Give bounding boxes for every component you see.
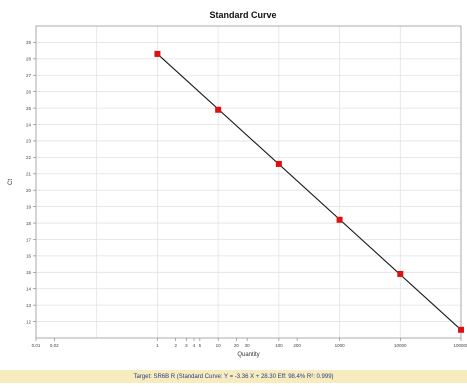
x-tick-label: 30 [245,343,251,348]
x-tick-label: 0.01 [32,343,41,348]
x-tick-label: 1000 [335,343,346,348]
x-tick-label: 0.02 [50,343,59,348]
x-tick-label: 2 [174,343,177,348]
y-axis-ticks: 12 13 14 15 16 17 18 19 20 21 22 23 24 25 26 27 28 29 [26,40,36,324]
y-tick-label: 28 [26,57,32,62]
x-axis-ticks: 0.01 0.02 1 2 345 10 20 30 100 200 1000 10000 100000 [32,338,467,348]
plot-area-frame [35,25,462,339]
data-point [336,216,343,223]
regression-summary-text: Target: SR6B R (Standard Curve: Y = -3.3… [133,373,334,380]
y-tick-label: 14 [26,287,32,292]
y-tick-label: 22 [26,155,32,160]
data-point [154,50,161,57]
y-tick-label: 26 [26,89,32,94]
x-tick-label: 100 [275,343,283,348]
y-tick-label: 15 [26,270,32,275]
x-tick-label: 3 [185,343,188,348]
y-tick-label: 18 [26,221,32,226]
x-tick-label: 200 [293,343,301,348]
x-tick-label: 100000 [453,343,467,348]
y-tick-label: 12 [26,319,32,324]
y-axis-label: Ct [8,179,14,185]
chart-title: Standard Curve [209,10,276,20]
data-point [397,270,404,277]
y-tick-label: 13 [26,303,32,308]
y-tick-label: 25 [26,106,32,111]
y-tick-label: 29 [26,40,32,45]
x-tick-label: 5 [199,343,202,348]
x-tick-label: 10 [216,343,222,348]
y-tick-label: 23 [26,139,32,144]
y-tick-label: 16 [26,254,32,259]
y-tick-label: 24 [26,122,32,127]
data-point [275,160,282,167]
grid-lines [35,26,462,338]
x-tick-label: 4 [193,343,196,348]
fit-line-layer [157,53,462,331]
x-axis-label: Quantity [237,352,259,358]
fit-line [157,53,462,331]
x-tick-label: 10000 [394,343,407,348]
y-tick-label: 20 [26,188,32,193]
x-tick-label: 1 [156,343,159,348]
regression-summary-bar: Target: SR6B R (Standard Curve: Y = -3.3… [0,370,467,383]
data-point [458,326,464,333]
y-tick-label: 27 [26,73,32,78]
y-tick-label: 17 [26,237,32,242]
data-points [154,50,464,333]
data-point [215,106,222,113]
x-tick-label: 20 [234,343,240,348]
y-tick-label: 19 [26,204,32,209]
y-tick-label: 21 [26,172,32,177]
